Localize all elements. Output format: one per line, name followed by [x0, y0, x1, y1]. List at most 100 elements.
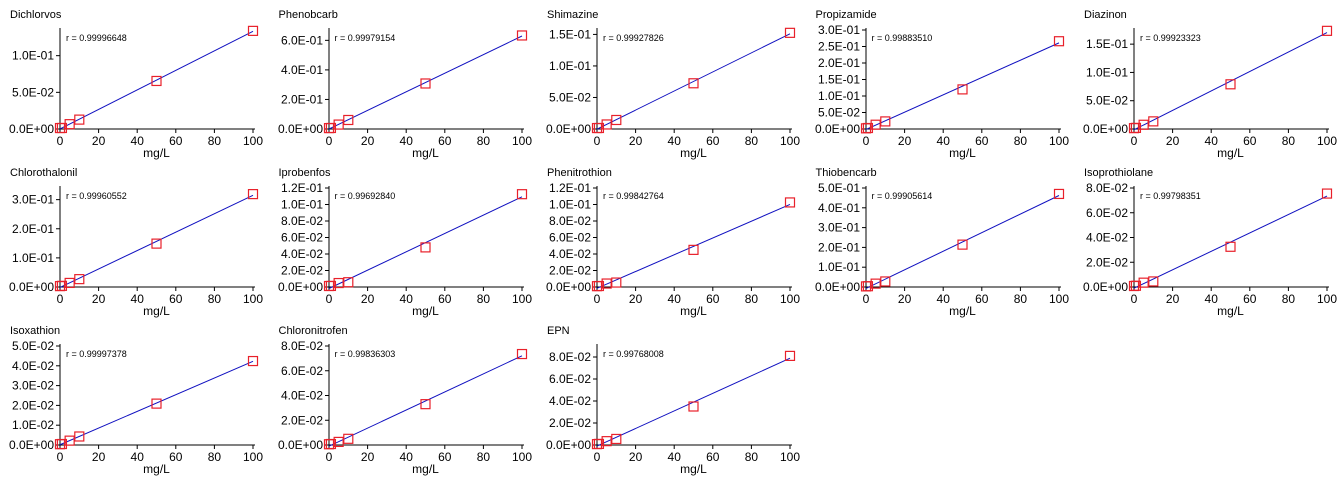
data-point	[1138, 119, 1149, 130]
y-tick-label: 2.0E-01	[817, 56, 859, 70]
x-tick-label: 60	[169, 450, 183, 464]
chart-title: Phenobcarb	[278, 9, 338, 21]
data-point	[1053, 188, 1064, 200]
data-point	[1053, 36, 1064, 47]
x-tick-label: 60	[706, 292, 720, 306]
data-point	[862, 122, 873, 134]
x-tick-label: 100	[243, 450, 263, 464]
x-tick-label: 60	[169, 134, 183, 148]
x-tick-label: 40	[936, 134, 950, 148]
data-point	[333, 277, 344, 289]
y-tick-label: 0.0E+00	[277, 280, 322, 294]
y-tick-label: 3.0E-01	[12, 193, 54, 207]
chart-svg: 0.0E+00 5.0E-02 1.0E-01 1.5E-01 0 20 40 60 80 100…	[546, 27, 800, 160]
x-tick-label: 40	[668, 450, 682, 464]
data-point	[151, 238, 162, 249]
chart-title: Shimazine	[547, 9, 599, 21]
correlation-label: r = 0.99927826	[603, 33, 664, 43]
y-tick-label: 1.0E-01	[12, 251, 54, 265]
x-tick-label: 40	[131, 292, 145, 306]
y-tick-label: 2.0E-02	[280, 264, 322, 278]
regression-line	[59, 360, 254, 446]
correlation-label: r = 0.99692840	[334, 191, 396, 201]
y-tick-label: 0.0E+00	[9, 122, 54, 136]
correlation-label: r = 0.99798351	[1140, 191, 1201, 201]
x-tick-label: 20	[360, 134, 374, 148]
x-tick-label: 100	[1048, 292, 1068, 306]
y-tick-label: 1.0E-01	[549, 198, 591, 212]
data-point	[593, 438, 605, 450]
data-point	[333, 436, 344, 448]
chart-title: Phenitrothion	[547, 167, 612, 179]
calibration-panel: Propizamide r = 0.99883510 0.0E+00 5.0E-02 1…	[806, 0, 1074, 160]
y-tick-label: 0.0E+00	[277, 122, 322, 136]
y-tick-label: 8.0E-02	[549, 214, 591, 228]
data-point	[56, 280, 68, 291]
chart-svg: 0.0E+00 2.0E-02 4.0E-02 6.0E-02 8.0E-02 0 20 40…	[546, 344, 800, 476]
data-point	[1148, 276, 1159, 287]
data-point	[688, 401, 699, 412]
x-tick-label: 0	[325, 134, 332, 148]
y-tick-label: 5.0E-01	[817, 181, 859, 195]
y-tick-label: 8.0E-02	[280, 214, 322, 228]
y-tick-label: 6.0E-02	[549, 372, 591, 386]
chart-svg: 0.0E+00 1.0E-01 2.0E-01 3.0E-01 4.0E-01 5.0E-…	[814, 181, 1068, 318]
data-point	[342, 277, 353, 288]
data-point	[784, 27, 796, 38]
y-tick-label: 6.0E-01	[280, 33, 322, 47]
calibration-panel: Phenobcarb r = 0.99979154 0.0E+00 2.0E-01 4.…	[269, 0, 537, 160]
data-point	[1321, 188, 1333, 199]
y-tick-label: 0.0E+00	[277, 438, 322, 452]
calibration-panel: Thiobencarb r = 0.99905614 0.0E+00 1.0E-01 2…	[806, 158, 1074, 318]
x-tick-label: 0	[57, 450, 64, 464]
data-point	[74, 114, 85, 125]
data-point	[516, 189, 527, 200]
x-tick-label: 100	[780, 134, 800, 148]
x-tick-label: 100	[1048, 134, 1068, 148]
x-tick-label: 100	[780, 450, 800, 464]
x-tick-label: 100	[1317, 292, 1337, 306]
x-tick-label: 80	[208, 450, 222, 464]
x-tick-label: 0	[594, 292, 601, 306]
x-tick-label: 20	[360, 450, 374, 464]
x-axis-label: mg/L	[143, 304, 170, 318]
calibration-panel: Iprobenfos r = 0.99692840 0.0E+00 2.0E-02 4.…	[269, 158, 537, 318]
correlation-label: r = 0.99960552	[66, 191, 127, 201]
x-tick-label: 20	[629, 292, 643, 306]
x-tick-label: 0	[57, 134, 64, 148]
x-tick-label: 40	[668, 134, 682, 148]
x-tick-label: 80	[1013, 292, 1027, 306]
x-tick-label: 100	[1317, 134, 1337, 148]
regression-line	[328, 35, 522, 130]
chart-svg: 0.0E+00 1.0E-01 2.0E-01 3.0E-01 0 20 40 60 80 100…	[9, 186, 263, 318]
data-point	[601, 119, 612, 130]
y-tick-label: 2.0E-02	[549, 264, 591, 278]
x-tick-label: 80	[476, 450, 490, 464]
correlation-label: r = 0.99997378	[66, 349, 127, 359]
data-point	[956, 84, 968, 95]
regression-line	[596, 203, 791, 289]
x-tick-label: 20	[92, 450, 106, 464]
chart-svg: 0.0E+00 5.0E-02 1.0E-01 1.5E-01 0 20 40 60 80 100…	[1083, 25, 1337, 160]
x-tick-label: 80	[745, 134, 759, 148]
x-tick-label: 20	[1166, 134, 1180, 148]
calibration-panel: Isoxathion r = 0.99997378 0.0E+00 1.0E-02 2.…	[0, 316, 268, 476]
y-tick-label: 1.2E-01	[549, 181, 591, 195]
x-tick-label: 40	[1205, 134, 1219, 148]
y-tick-label: 5.0E-02	[549, 90, 591, 104]
x-axis-label: mg/L	[949, 146, 976, 160]
x-tick-label: 20	[92, 292, 106, 306]
data-point	[1130, 280, 1142, 291]
chart-title: Propizamide	[815, 9, 877, 21]
data-point	[325, 438, 336, 450]
data-point	[611, 277, 622, 288]
data-point	[56, 122, 68, 134]
x-tick-label: 80	[1282, 292, 1296, 306]
calibration-panel: Chlorothalonil r = 0.99960552 0.0E+00 1.0E-…	[0, 158, 268, 318]
regression-line	[59, 194, 254, 288]
chart-title: Dichlorvos	[10, 9, 62, 21]
y-tick-label: 3.0E-01	[817, 23, 859, 37]
y-tick-label: 0.0E+00	[1083, 122, 1128, 136]
y-tick-label: 4.0E-02	[549, 247, 591, 261]
calibration-panel: EPN r = 0.99768008 0.0E+00 2.0E-02 4.0E-02 6.…	[537, 316, 805, 476]
